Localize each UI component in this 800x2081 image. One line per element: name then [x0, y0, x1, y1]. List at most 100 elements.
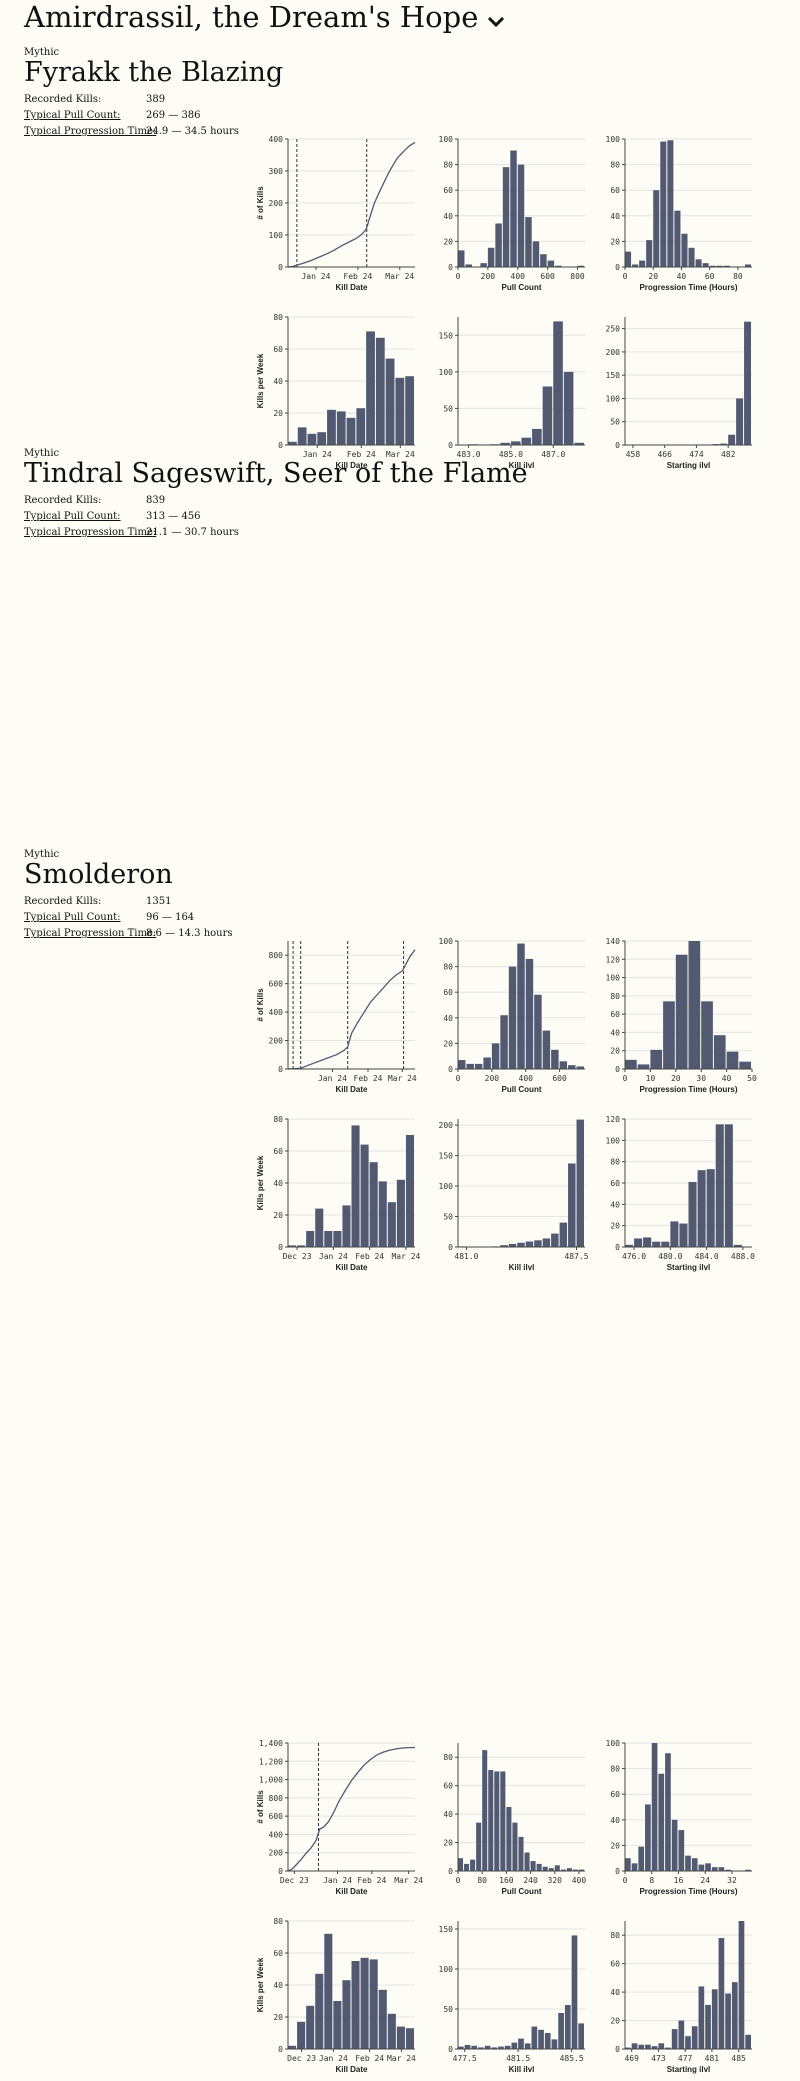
x-tick-label: Jan 24	[319, 1252, 348, 1261]
y-tick-label: 40	[443, 1810, 453, 1819]
x-tick-label: 485.5	[560, 2054, 584, 2063]
x-tick-label: Feb 24	[355, 2054, 384, 2063]
bar	[736, 398, 743, 445]
x-tick-label: 16	[674, 1876, 684, 1885]
x-axis-label: Kill Date	[335, 2065, 368, 2074]
x-tick-label: 476.0	[622, 1252, 646, 1261]
x-axis-label: Kill ilvl	[509, 1263, 535, 1272]
raid-title[interactable]: Amirdrassil, the Dream's Hope	[24, 0, 506, 36]
bar	[333, 2001, 341, 2049]
x-tick-label: 160	[499, 1876, 514, 1885]
bar	[555, 1865, 560, 1871]
kills-line	[288, 143, 415, 268]
bar	[553, 321, 563, 445]
bar	[531, 1861, 536, 1871]
bar	[632, 2043, 638, 2049]
x-axis-label: Progression Time (Hours)	[639, 1887, 737, 1896]
bar	[537, 1864, 542, 1871]
bar	[667, 140, 673, 267]
bar	[506, 1807, 511, 1871]
bar	[745, 2035, 751, 2049]
y-tick-label: 40	[273, 377, 283, 386]
x-axis-label: Pull Count	[502, 283, 542, 292]
bar	[564, 372, 574, 445]
y-tick-label: 0	[278, 1867, 283, 1876]
bar	[565, 2005, 571, 2049]
x-tick-label: 477	[678, 2054, 693, 2063]
x-tick-label: 488.0	[731, 1252, 755, 1261]
pull-count-stat-value: 269 — 386	[146, 110, 201, 122]
y-tick-label: 20	[610, 1841, 620, 1850]
kills-stat-value: 1351	[146, 896, 171, 908]
y-tick-label: 20	[610, 2017, 620, 2026]
x-tick-label: Jan 24	[323, 1876, 352, 1885]
bar	[518, 1837, 523, 1871]
bar	[705, 1863, 711, 1871]
x-tick-label: Mar 24	[391, 1252, 420, 1261]
x-tick-label: 487.5	[564, 1252, 588, 1261]
bar	[665, 1753, 671, 1871]
y-axis-label: # of Kills	[256, 1790, 265, 1824]
bar	[488, 248, 494, 267]
bar	[543, 386, 553, 445]
x-tick-label: 469	[624, 2054, 639, 2063]
bar	[405, 376, 414, 445]
bar	[379, 1990, 387, 2049]
bar	[692, 1858, 698, 1871]
kills-stat-value: 839	[146, 495, 165, 507]
pull-count-stat-label[interactable]: Typical Pull Count:	[24, 110, 121, 122]
bar	[578, 2023, 584, 2049]
progression-time-stat-label[interactable]: Typical Progression Time:	[24, 928, 156, 940]
bar	[689, 248, 695, 267]
bar	[545, 2033, 551, 2049]
bar	[525, 1853, 530, 1871]
bar	[361, 1958, 369, 2049]
x-tick-label: 477.5	[453, 2054, 477, 2063]
bar	[705, 2005, 711, 2049]
progression-time-stat-label[interactable]: Typical Progression Time:	[24, 126, 156, 138]
bar	[660, 142, 666, 267]
bar	[645, 2045, 651, 2049]
y-tick-label: 50	[443, 2005, 453, 2014]
y-tick-label: 20	[273, 2013, 283, 2022]
bar	[525, 217, 531, 267]
y-tick-label: 150	[439, 331, 454, 340]
y-tick-label: 0	[615, 263, 620, 272]
chevron-down-icon[interactable]	[486, 2, 506, 36]
bar	[518, 165, 524, 267]
y-tick-label: 0	[278, 263, 283, 272]
x-axis-label: Pull Count	[502, 1887, 542, 1896]
bar	[397, 2027, 405, 2049]
x-axis-label: Kill Date	[335, 283, 368, 292]
bar	[678, 2021, 684, 2049]
bar	[386, 359, 395, 445]
bar	[732, 1982, 738, 2049]
pull-count-stat-label[interactable]: Typical Pull Count:	[24, 912, 121, 924]
progression-time-stat-label[interactable]: Typical Progression Time:	[24, 527, 156, 539]
pull-count-stat-label[interactable]: Typical Pull Count:	[24, 511, 121, 523]
bar	[388, 2014, 396, 2049]
bar	[672, 2029, 678, 2049]
x-axis-label: Kill ilvl	[509, 2065, 535, 2074]
bar	[653, 190, 659, 267]
x-tick-label: Mar 24	[387, 2054, 416, 2063]
y-tick-label: 40	[610, 212, 620, 221]
x-axis-label: Kill Date	[335, 1887, 368, 1896]
y-tick-label: 100	[269, 231, 284, 240]
y-tick-label: 100	[439, 135, 454, 144]
y-tick-label: 40	[273, 1981, 283, 1990]
bar	[625, 252, 631, 267]
y-tick-label: 40	[443, 212, 453, 221]
y-tick-label: 250	[606, 325, 621, 334]
x-tick-label: 0	[456, 1876, 461, 1885]
x-tick-label: Feb 24	[357, 1876, 386, 1885]
y-tick-label: 60	[610, 1790, 620, 1799]
y-tick-label: 80	[443, 1753, 453, 1762]
progression-time-stat-value: 8.6 — 14.3 hours	[146, 928, 233, 940]
bar	[482, 1750, 487, 1871]
